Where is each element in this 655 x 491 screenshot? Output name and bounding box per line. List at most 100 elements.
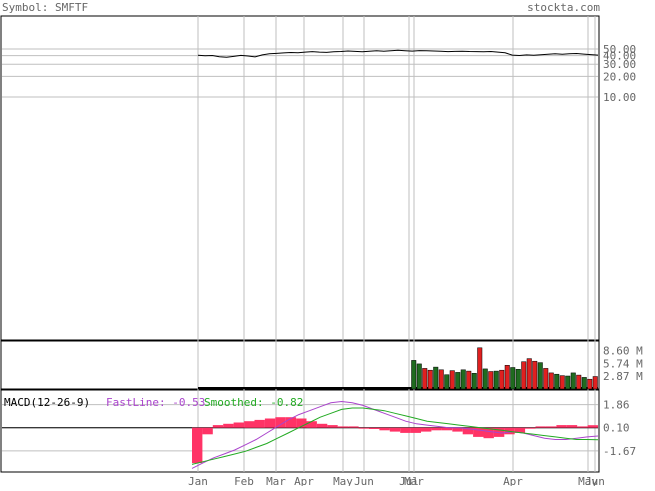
macd-histogram-bar [244, 421, 255, 428]
macd-histogram-bar [400, 427, 411, 433]
volume-bar [532, 360, 538, 390]
volume-bar [438, 369, 444, 390]
macd-fast-line [191, 400, 599, 469]
volume-bar [460, 369, 466, 390]
macd-fast-label: FastLine: -0.53 [106, 396, 205, 409]
volume-bar [559, 375, 565, 390]
macd-histogram-bar [379, 427, 390, 431]
x-tick-label: Jun [354, 475, 374, 486]
volume-bar [422, 368, 428, 390]
price-tick-label: 30.00 [603, 58, 636, 71]
volume-bar [499, 369, 505, 390]
macd-histogram-bar [566, 425, 578, 428]
site-label: stockta.com [527, 1, 600, 14]
x-tick-label: May [333, 475, 353, 486]
volume-bar [565, 375, 571, 390]
volume-bar [543, 368, 549, 390]
macd-tick-label: 0.10 [603, 422, 630, 435]
macd-histogram-bar [275, 417, 286, 428]
macd-histogram-bar [431, 427, 442, 431]
macd-histogram-bar [212, 425, 224, 428]
macd-histogram-bar [421, 427, 432, 432]
volume-bar [510, 367, 516, 390]
volume-bar [576, 374, 582, 390]
volume-bar [592, 376, 598, 390]
volume-bar [488, 371, 494, 390]
macd-histogram-bar [577, 426, 588, 428]
volume-bar [537, 362, 543, 390]
volume-bar [521, 361, 527, 390]
volume-bar [416, 363, 422, 390]
symbol-label: Symbol: SMFTF [2, 1, 88, 14]
macd-histogram-bar [358, 427, 369, 429]
price-tick-label: 10.00 [603, 91, 636, 104]
x-tick-label: Apr [503, 475, 523, 486]
price-plot [197, 49, 599, 58]
macd-histogram-bar [441, 427, 453, 431]
macd-histogram-bar [545, 426, 557, 428]
macd-histogram-bar [306, 421, 317, 428]
x-tick-label: Jul [399, 475, 419, 486]
volume-bar [471, 373, 477, 390]
x-tick-label: Feb [234, 475, 254, 486]
volume-tick-label: 5.74 M [603, 357, 643, 370]
macd-histogram-bar [233, 422, 244, 428]
macd-title: MACD(12-26-9) [4, 396, 90, 409]
volume-plot [198, 347, 598, 390]
macd-histogram-bar [327, 425, 338, 428]
macd-histogram-bar [483, 427, 494, 439]
macd-histogram-bar [535, 426, 546, 428]
volume-bar [548, 372, 554, 390]
macd-histogram-bar [587, 425, 598, 428]
macd-histogram-bar [202, 427, 213, 435]
macd-histogram-bar [285, 417, 297, 428]
volume-bar [493, 370, 499, 390]
macd-histogram-bar [348, 426, 359, 428]
price-panel [0, 15, 600, 341]
macd-smooth-label: Smoothed: -0.82 [204, 396, 303, 409]
macd-histogram-bar [473, 427, 484, 437]
macd-histogram-bar [462, 427, 474, 435]
volume-bar [444, 374, 450, 390]
macd-histogram-bar [525, 427, 536, 429]
volume-bar [411, 360, 417, 390]
macd-histogram-bar [264, 418, 276, 428]
volume-bar [526, 358, 532, 390]
volume-bar [466, 370, 472, 390]
volume-bar [449, 370, 455, 390]
price-tick-label: 50.00 [603, 43, 636, 56]
volume-bar [455, 372, 461, 390]
macd-histogram-bar [410, 427, 421, 433]
volume-tick-label: 2.87 M [603, 370, 643, 383]
macd-histogram-bar [389, 427, 401, 432]
volume-bar [515, 369, 521, 390]
macd-histogram-bar [556, 425, 567, 428]
volume-tick-label: 8.60 M [603, 345, 643, 358]
x-tick-label: Mar [266, 475, 286, 486]
volume-bar [554, 373, 560, 390]
x-tick-label: May [578, 475, 598, 486]
volume-bar [433, 366, 439, 390]
volume-bar [477, 347, 483, 390]
volume-bar [504, 365, 510, 390]
volume-bar [482, 368, 488, 390]
macd-histogram-bar [452, 427, 463, 432]
price-tick-label: 40.00 [603, 50, 636, 63]
x-tick-label: Jan [188, 475, 208, 486]
macd-plot [2, 400, 599, 469]
macd-histogram-bar [514, 427, 526, 433]
volume-bar [587, 378, 593, 390]
x-tick-label: Mar [404, 475, 424, 486]
price-line [197, 49, 599, 58]
macd-panel [0, 389, 600, 473]
macd-histogram-bar [369, 427, 380, 429]
volume-bar [581, 377, 587, 390]
macd-histogram-bar [296, 418, 307, 428]
macd-histogram-bar [254, 419, 265, 428]
volume-bar [427, 369, 433, 390]
price-tick-label: 20.00 [603, 70, 636, 83]
volume-bar [570, 372, 576, 390]
